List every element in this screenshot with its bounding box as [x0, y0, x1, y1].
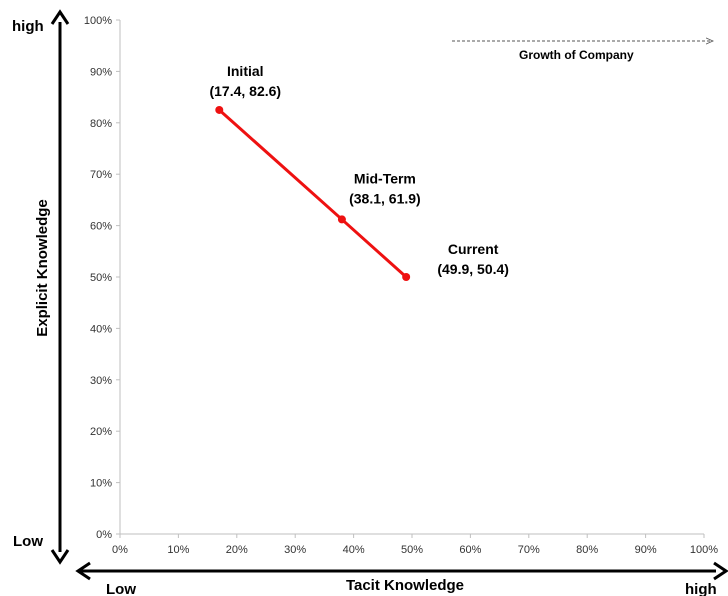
x-tick-label: 70%: [518, 544, 540, 556]
y-tick-group: 0% 10% 20% 30% 40% 50% 60% 70% 80% 90% 100%: [84, 15, 120, 541]
y-axis-high-label: high: [12, 18, 44, 35]
growth-label: Growth of Company: [519, 48, 634, 62]
x-tick-label: 30%: [284, 544, 306, 556]
horizontal-axis-arrow: [75, 561, 728, 581]
x-tick-label: 60%: [459, 544, 481, 556]
y-axis-low-label: Low: [13, 533, 43, 550]
data-point-labels: Initial (17.4, 82.6) Mid-Term (38.1, 61.9) C…: [209, 63, 508, 277]
data-point: [215, 105, 224, 114]
x-tick-label: 0%: [112, 544, 128, 556]
y-tick-label: 80%: [90, 118, 112, 130]
x-tick-group: 0% 10% 20% 30% 40% 50% 60% 70% 80% 90% 100%: [112, 534, 718, 556]
y-tick-label: 50%: [90, 272, 112, 284]
point-name-label: Current: [448, 241, 499, 257]
x-tick-label: 100%: [690, 544, 718, 556]
point-coords-label: (38.1, 61.9): [349, 190, 421, 206]
x-tick-label: 20%: [226, 544, 248, 556]
y-tick-label: 100%: [84, 15, 112, 27]
x-axis-title: Tacit Knowledge: [346, 577, 464, 594]
x-tick-label: 90%: [635, 544, 657, 556]
x-tick-label: 10%: [167, 544, 189, 556]
x-axis-high-label: high: [685, 581, 717, 596]
data-point: [402, 273, 411, 281]
x-tick-label: 80%: [576, 544, 598, 556]
x-tick-label: 50%: [401, 544, 423, 556]
x-tick-label: 40%: [343, 544, 365, 556]
y-tick-label: 10%: [90, 478, 112, 490]
y-axis-title: Explicit Knowledge: [34, 199, 51, 337]
point-name-label: Initial: [227, 63, 264, 79]
point-coords-label: (17.4, 82.6): [209, 83, 281, 99]
y-tick-label: 30%: [90, 375, 112, 387]
y-tick-label: 90%: [90, 66, 112, 78]
data-points: [215, 105, 411, 281]
point-name-label: Mid-Term: [354, 170, 416, 186]
y-tick-label: 0%: [96, 529, 112, 541]
x-axis-low-label: Low: [106, 581, 136, 596]
y-tick-label: 20%: [90, 426, 112, 438]
y-tick-label: 70%: [90, 169, 112, 181]
y-tick-label: 60%: [90, 221, 112, 233]
data-point: [337, 215, 346, 224]
vertical-axis-arrow: [50, 9, 70, 565]
point-coords-label: (49.9, 50.4): [437, 261, 509, 277]
y-tick-label: 40%: [90, 323, 112, 335]
